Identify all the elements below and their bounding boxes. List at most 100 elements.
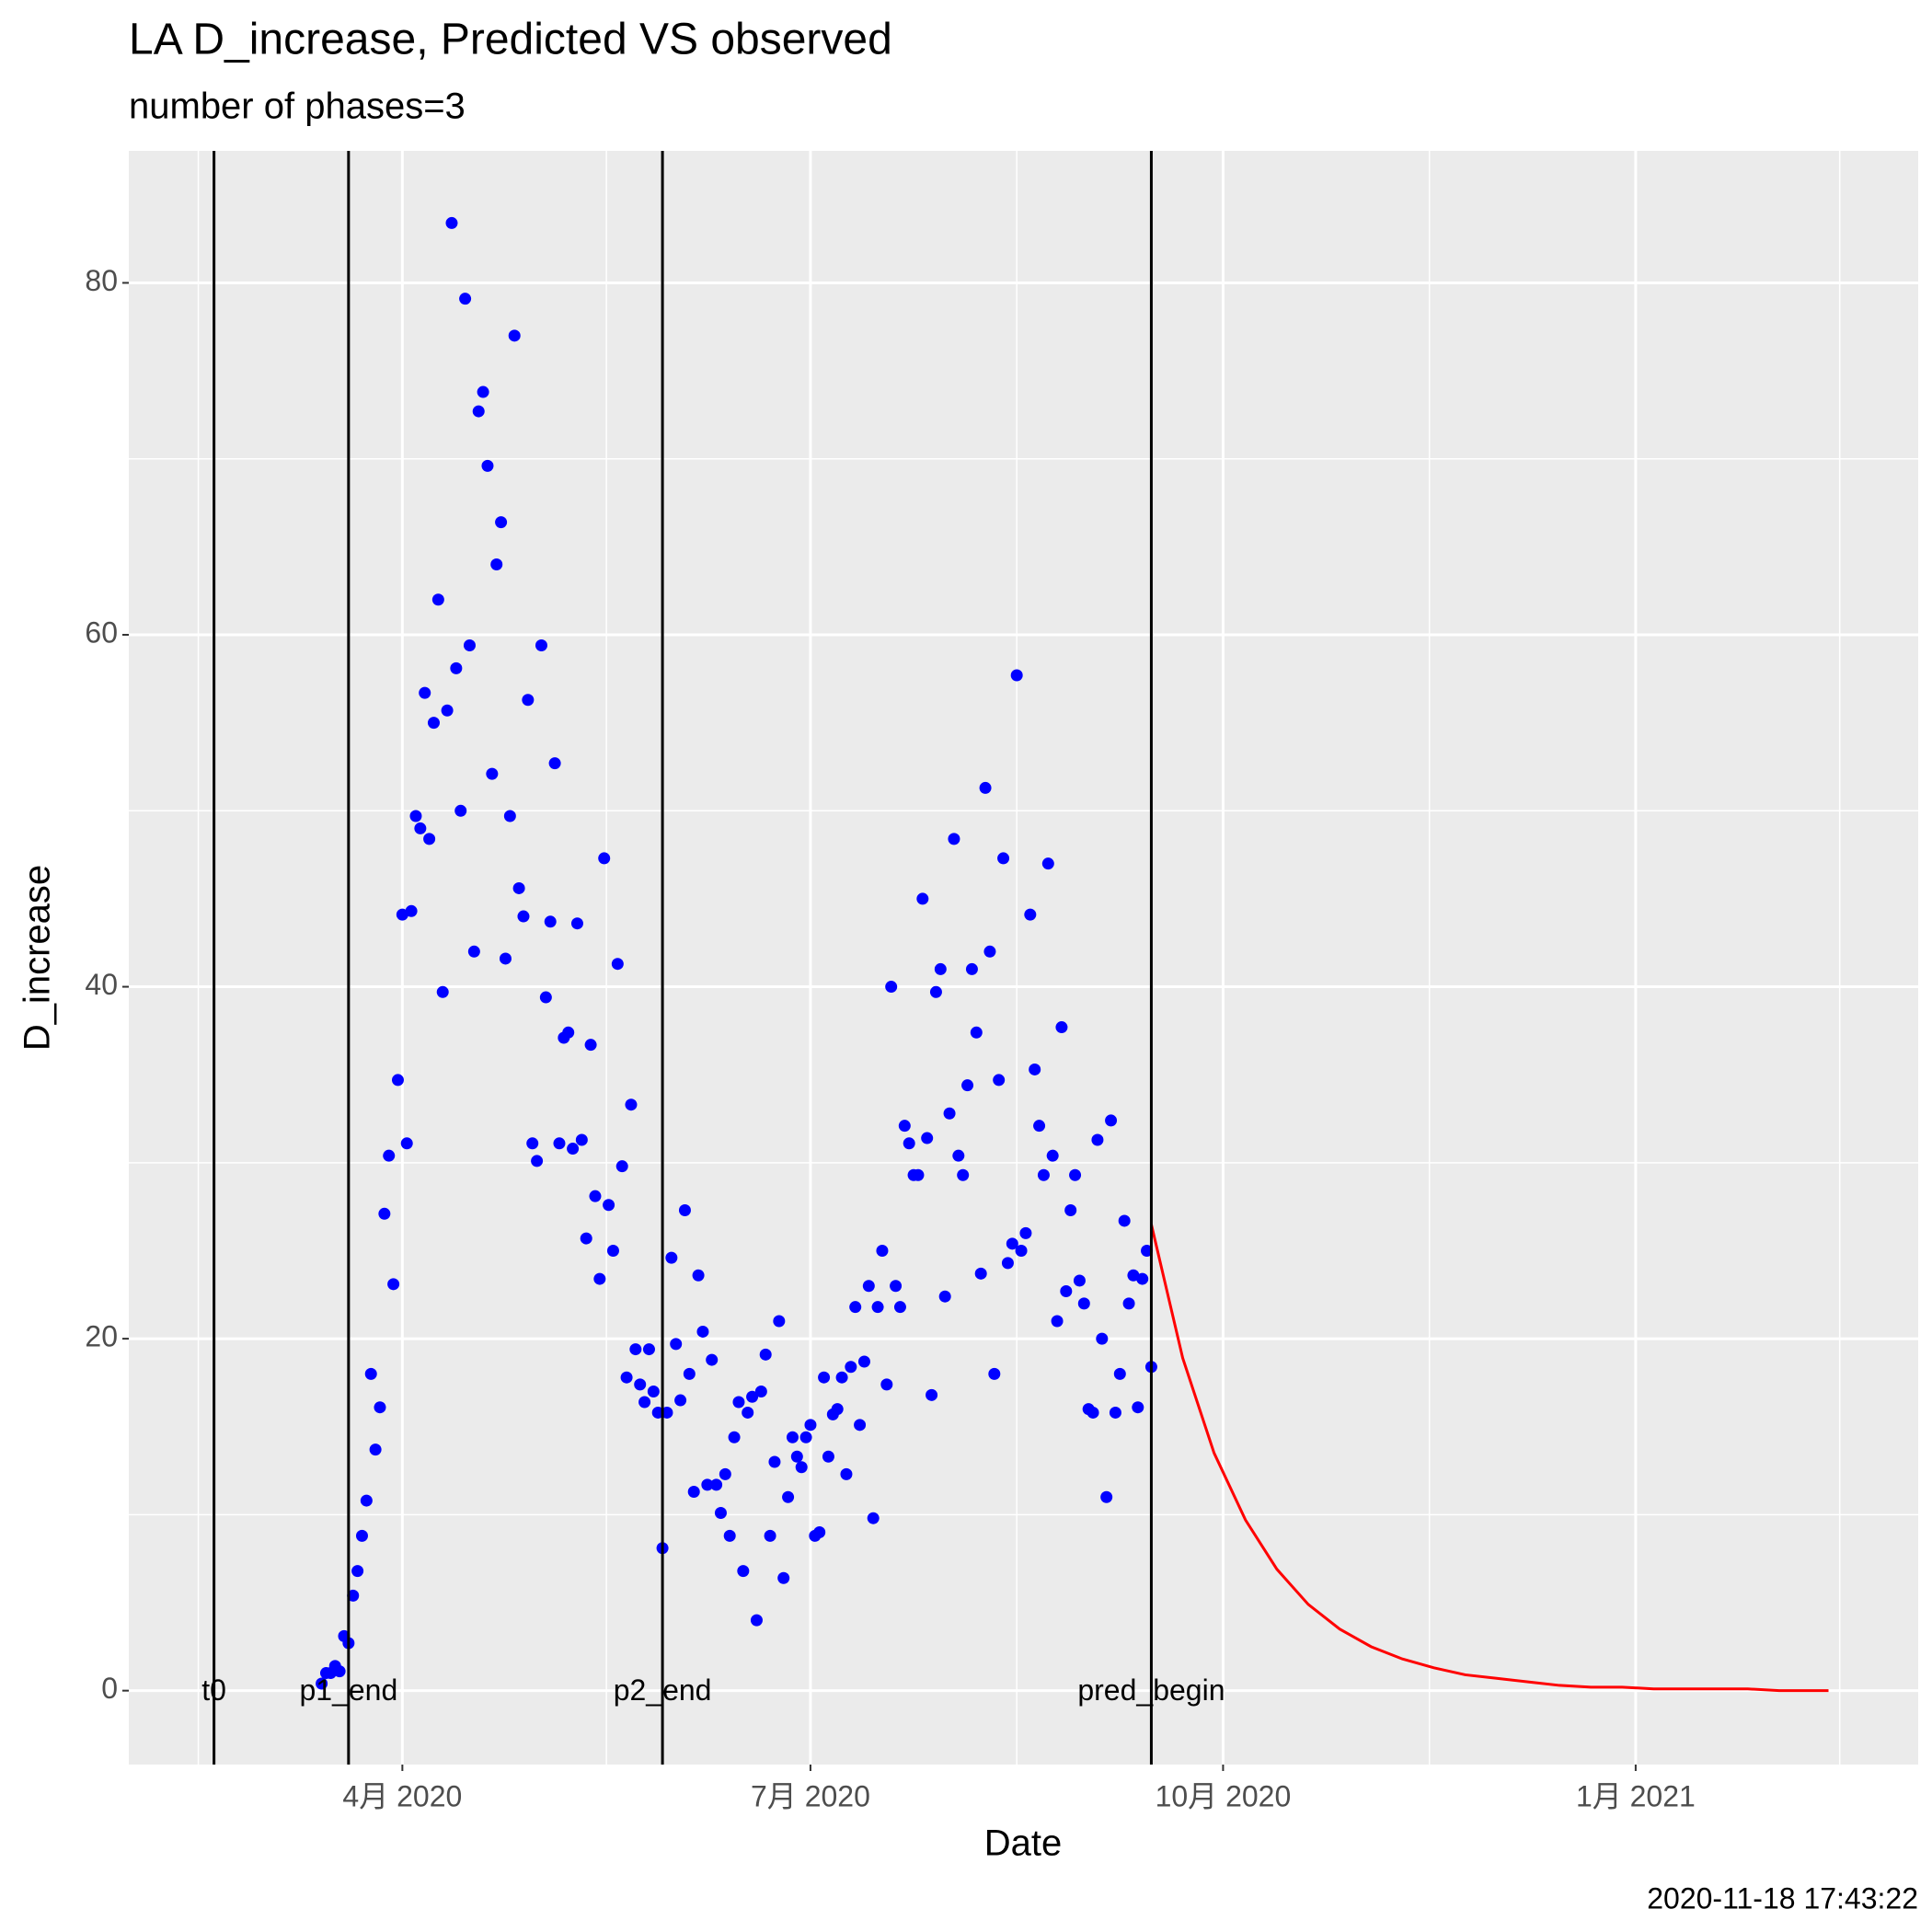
data-point (719, 1467, 731, 1480)
data-point (728, 1431, 741, 1443)
chart-title: LA D_increase, Predicted VS observed (129, 16, 892, 64)
data-point (603, 1199, 615, 1212)
data-point (706, 1353, 719, 1366)
data-point (503, 810, 516, 822)
data-point (921, 1132, 934, 1144)
y-axis-title: D_increase (17, 865, 58, 1051)
data-point (517, 910, 530, 923)
data-point (795, 1461, 808, 1474)
data-point (661, 1406, 673, 1419)
data-point (364, 1367, 377, 1380)
data-point (629, 1343, 642, 1356)
data-point (948, 833, 960, 845)
data-point (777, 1571, 790, 1584)
x-axis-title: Date (984, 1823, 1063, 1864)
data-point (333, 1665, 346, 1678)
data-point (1109, 1406, 1121, 1419)
data-point (862, 1280, 875, 1293)
data-point (490, 558, 503, 570)
data-point (522, 694, 535, 707)
data-point (1127, 1269, 1140, 1282)
data-point (983, 945, 996, 958)
data-point (445, 216, 458, 229)
y-tick-label: 80 (85, 264, 118, 297)
data-point (773, 1315, 786, 1328)
data-point (481, 459, 494, 472)
data-point (799, 1431, 812, 1443)
data-point (378, 1207, 391, 1220)
data-point (782, 1490, 795, 1503)
data-point (620, 1371, 633, 1384)
data-point (584, 1039, 597, 1052)
data-point (1019, 1226, 1032, 1239)
data-point (714, 1506, 727, 1519)
data-point (625, 1098, 638, 1111)
data-point (606, 1244, 619, 1257)
data-point (463, 638, 476, 651)
data-point (674, 1394, 687, 1407)
data-point (849, 1301, 862, 1314)
data-point (1010, 669, 1023, 682)
data-point (651, 1406, 664, 1419)
data-point (347, 1589, 360, 1602)
caption: 2020-11-18 17:43:22 (1647, 1881, 1918, 1915)
data-point (467, 945, 480, 958)
data-point (396, 908, 408, 921)
data-point (562, 1026, 575, 1039)
data-point (369, 1443, 382, 1456)
data-point (1024, 908, 1037, 921)
data-point (1041, 857, 1054, 870)
data-point (355, 1529, 368, 1542)
data-point (647, 1385, 660, 1397)
data-point (638, 1396, 651, 1409)
data-point (965, 962, 978, 975)
data-point (804, 1419, 817, 1432)
data-point (414, 822, 427, 834)
data-point (580, 1232, 592, 1245)
data-point (1096, 1332, 1109, 1345)
x-tick-label: 7月 2020 (751, 1779, 870, 1812)
data-point (845, 1361, 857, 1374)
data-point (1087, 1406, 1099, 1419)
data-point (351, 1565, 364, 1578)
data-point (1051, 1315, 1064, 1328)
data-point (1046, 1149, 1059, 1162)
data-point (1136, 1272, 1149, 1285)
data-point (634, 1378, 647, 1391)
y-tick-label: 40 (85, 968, 118, 1001)
data-point (670, 1338, 683, 1351)
data-point (419, 686, 431, 699)
data-point (1001, 1257, 1014, 1270)
data-point (871, 1301, 884, 1314)
data-point (683, 1367, 696, 1380)
data-point (961, 1079, 974, 1092)
data-point (611, 958, 624, 971)
data-point (885, 981, 898, 994)
data-point (598, 852, 611, 865)
data-point (391, 1074, 404, 1087)
data-point (405, 904, 418, 917)
data-point (360, 1494, 373, 1507)
data-point (431, 593, 444, 606)
data-point (665, 1251, 678, 1264)
data-point (822, 1450, 834, 1463)
data-point (383, 1149, 396, 1162)
data-point (400, 1137, 413, 1150)
data-point (539, 991, 552, 1004)
data-point (818, 1371, 831, 1384)
data-point (450, 661, 463, 674)
data-point (840, 1467, 853, 1480)
data-point (387, 1278, 400, 1291)
data-point (1029, 1063, 1041, 1075)
data-point (929, 985, 942, 998)
data-point (926, 1388, 938, 1401)
data-point (974, 1267, 987, 1280)
data-point (544, 915, 557, 928)
y-tick-label: 60 (85, 615, 118, 649)
data-point (1091, 1133, 1104, 1146)
data-point (854, 1419, 867, 1432)
data-point (548, 757, 561, 770)
y-tick-label: 20 (85, 1320, 118, 1353)
data-point (1033, 1120, 1046, 1133)
data-point (903, 1137, 915, 1150)
